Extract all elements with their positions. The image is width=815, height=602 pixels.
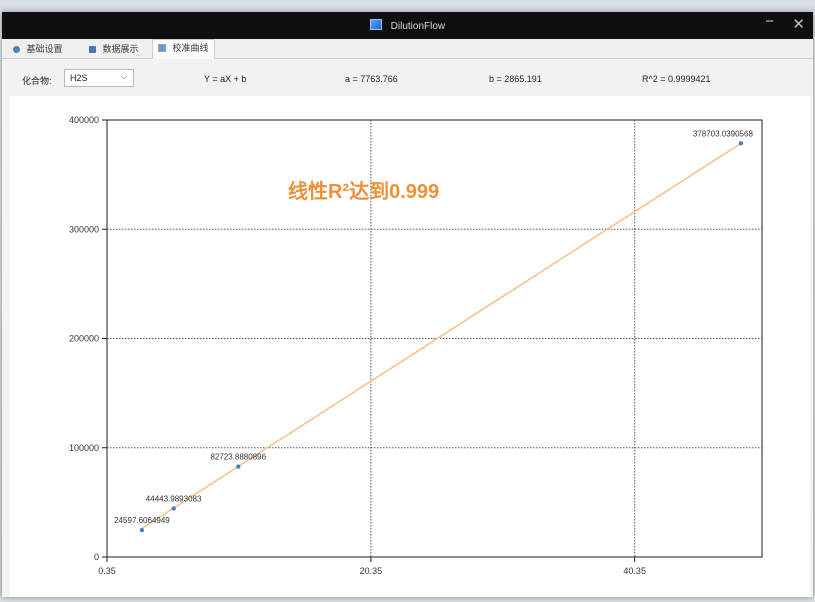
data-point: [171, 506, 176, 511]
equation-text: Y = aX + b: [204, 74, 247, 84]
tab-bar: 基础设置 数据展示 校准曲线: [2, 39, 813, 59]
data-label: 82723.8880896: [210, 453, 266, 462]
coefficient-b: b = 2865.191: [489, 74, 542, 84]
title-bar: DilutionFlow − ✕: [2, 12, 813, 39]
chevron-down-icon: ⌵: [120, 72, 127, 81]
tab-label: 校准曲线: [172, 43, 209, 53]
calibration-toolbar: 化合物: H2S ⌵ Y = aX + b a = 7763.766 b = 2…: [2, 59, 813, 96]
y-tick-label: 100000: [69, 443, 99, 453]
y-tick-label: 400000: [69, 115, 99, 125]
x-tick-label: 40.35: [623, 566, 646, 576]
r-squared-annotation: 线性R²达到0.999: [288, 179, 439, 203]
data-point: [236, 464, 241, 469]
y-tick-label: 200000: [69, 334, 99, 344]
minimize-button[interactable]: −: [765, 13, 774, 30]
y-tick-label: 0: [94, 552, 99, 562]
r-squared: R^2 = 0.9999421: [642, 74, 711, 84]
tab-calibration-curve[interactable]: 校准曲线: [152, 39, 215, 59]
data-label: 378703.0390568: [693, 129, 754, 138]
tab-label: 基础设置: [26, 44, 63, 54]
tab-label: 数据展示: [102, 44, 139, 54]
x-tick-label: 20.35: [360, 566, 383, 576]
disk-icon: [89, 46, 96, 53]
data-point: [738, 141, 744, 146]
compound-select[interactable]: H2S ⌵: [64, 69, 134, 87]
x-tick-label: 0.35: [98, 566, 116, 576]
compound-label: 化合物:: [22, 76, 52, 86]
data-label: 24597.6064949: [114, 516, 170, 525]
calibration-chart-panel: 0 100000 200000 300000 400000 0.35 20.35 40.35 2…: [10, 96, 810, 597]
calibration-chart: 0 100000 200000 300000 400000 0.35 20.35 40.35 2…: [69, 115, 763, 576]
data-point: [139, 527, 145, 533]
app-icon: [369, 19, 382, 30]
close-button[interactable]: ✕: [792, 16, 805, 33]
coefficient-a: a = 7763.766: [345, 74, 398, 84]
data-label: 44443.9893083: [146, 494, 202, 503]
tab-data-display[interactable]: 数据展示: [84, 41, 144, 57]
window-title: DilutionFlow: [390, 21, 446, 32]
calibration-fit-line: [141, 142, 742, 530]
app-window: DilutionFlow − ✕ 基础设置 数据展示 校准曲线 化合物: H2S…: [2, 12, 813, 597]
compound-value: H2S: [70, 73, 88, 83]
y-tick-label: 300000: [69, 224, 99, 234]
chart-icon: [158, 44, 166, 52]
dot-icon: [13, 46, 20, 53]
tab-basic-settings[interactable]: 基础设置: [8, 41, 68, 57]
